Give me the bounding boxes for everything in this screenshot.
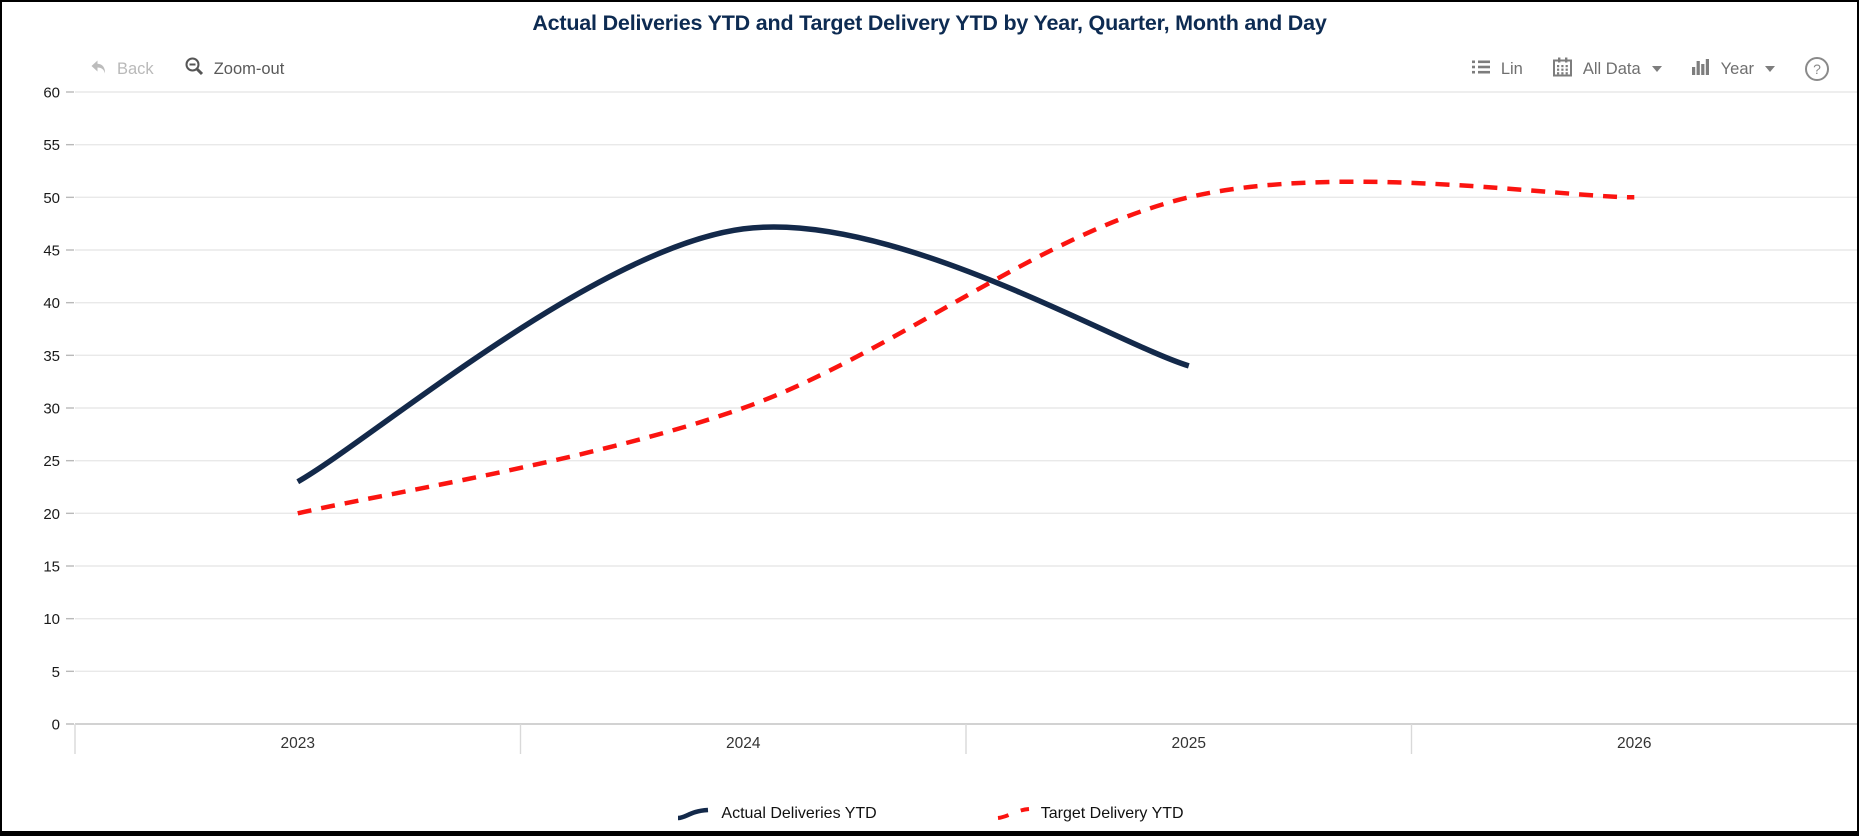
y-axis-label: 55 <box>43 137 60 154</box>
y-axis-label: 30 <box>43 401 60 418</box>
all-data-dropdown[interactable]: All Data <box>1551 56 1662 83</box>
x-axis-label-2026[interactable]: 2026 <box>1617 735 1651 752</box>
lin-label: Lin <box>1500 59 1523 78</box>
legend-label: Actual Deliveries YTD <box>721 805 877 822</box>
dashed-line-swatch-icon <box>997 807 1029 820</box>
legend-item-target-delivery-ytd[interactable]: Target Delivery YTD <box>995 805 1184 823</box>
y-axis-label: 35 <box>43 348 60 365</box>
year-unit-dropdown[interactable]: Year <box>1690 56 1775 83</box>
chart-title: Actual Deliveries YTD and Target Deliver… <box>532 11 1327 35</box>
help-button[interactable]: ? <box>1803 55 1831 83</box>
title-row: Actual Deliveries YTD and Target Deliver… <box>2 2 1857 36</box>
chevron-down-icon <box>1765 66 1775 72</box>
x-axis-label-2024[interactable]: 2024 <box>726 735 761 752</box>
toolbar-left: Back Zoom-out <box>88 56 284 82</box>
legend: Actual Deliveries YTD Target Delivery YT… <box>2 799 1857 829</box>
x-axis-label-2023[interactable]: 2023 <box>281 735 315 752</box>
legend-label: Target Delivery YTD <box>1040 805 1184 822</box>
y-axis-label: 20 <box>43 506 60 523</box>
y-axis-label: 50 <box>43 190 60 207</box>
y-axis-label: 0 <box>52 717 60 734</box>
y-axis-label: 60 <box>43 85 60 102</box>
chevron-down-icon <box>1651 66 1662 72</box>
back-label: Back <box>117 59 154 78</box>
magnifier-minus-icon <box>184 56 205 82</box>
all-data-label: All Data <box>1582 59 1641 78</box>
lin-toggle-button[interactable]: Lin <box>1470 57 1523 82</box>
y-axis-label: 15 <box>43 559 60 576</box>
legend-item-actual-deliveries-ytd[interactable]: Actual Deliveries YTD <box>675 805 877 823</box>
toolbar: Back Zoom-out <box>88 52 1831 86</box>
svg-text:?: ? <box>1813 61 1821 77</box>
calendar-icon <box>1551 56 1574 83</box>
x-axis-label-2025[interactable]: 2025 <box>1172 735 1206 752</box>
bar-chart-icon <box>1690 56 1712 83</box>
question-circle-icon: ? <box>1805 57 1829 81</box>
y-axis-label: 25 <box>43 453 60 470</box>
series-line-actual-deliveries-ytd[interactable] <box>296 224 1190 485</box>
year-label: Year <box>1720 59 1754 78</box>
undo-arrow-icon <box>88 57 108 82</box>
y-axis-label: 45 <box>43 243 60 260</box>
list-icon <box>1470 57 1492 82</box>
back-button[interactable]: Back <box>88 57 154 82</box>
zoom-out-label: Zoom-out <box>213 59 285 78</box>
toolbar-right: Lin All Data <box>1470 55 1831 83</box>
y-axis-label: 10 <box>43 611 60 628</box>
y-axis-label: 5 <box>52 664 60 681</box>
zoom-out-button[interactable]: Zoom-out <box>184 56 285 82</box>
y-axis-label: 40 <box>43 295 60 312</box>
series-line-target-delivery-ytd[interactable] <box>297 179 1635 516</box>
solid-line-swatch-icon <box>678 807 709 821</box>
